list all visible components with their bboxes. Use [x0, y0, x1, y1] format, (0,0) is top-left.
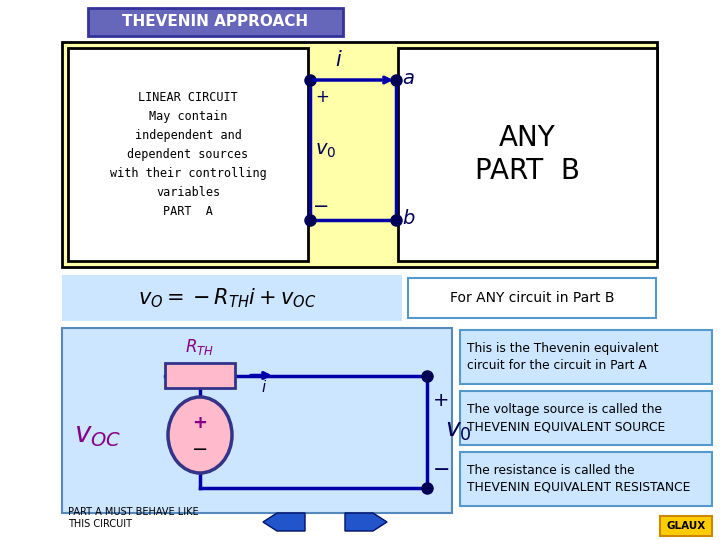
- Bar: [165, 363, 235, 388]
- Text: This is the Thevenin equivalent
circuit for the circuit in Part A: This is the Thevenin equivalent circuit …: [467, 342, 659, 372]
- Text: $v_0$: $v_0$: [315, 141, 336, 160]
- Text: $a$: $a$: [402, 69, 415, 88]
- Text: THEVENIN APPROACH: THEVENIN APPROACH: [122, 15, 309, 30]
- Text: GLAUX: GLAUX: [667, 521, 706, 531]
- Text: ANY
PART  B: ANY PART B: [475, 124, 580, 185]
- Bar: [62, 328, 452, 513]
- Bar: [398, 48, 657, 261]
- Text: The voltage source is called the
THEVENIN EQUIVALENT SOURCE: The voltage source is called the THEVENI…: [467, 403, 665, 433]
- FancyArrow shape: [345, 513, 387, 531]
- Text: $i$: $i$: [335, 50, 343, 70]
- Text: $b$: $b$: [402, 209, 415, 228]
- Text: −: −: [192, 440, 208, 458]
- Bar: [68, 48, 308, 261]
- Text: $v_0$: $v_0$: [445, 419, 472, 443]
- Bar: [88, 8, 343, 36]
- Ellipse shape: [168, 397, 232, 473]
- Text: +: +: [433, 390, 449, 409]
- Bar: [408, 278, 656, 318]
- Text: $R_{TH}$: $R_{TH}$: [186, 337, 215, 357]
- Text: For ANY circuit in Part B: For ANY circuit in Part B: [450, 291, 614, 305]
- Bar: [62, 42, 657, 267]
- Text: +: +: [192, 414, 207, 432]
- Text: −: −: [313, 197, 329, 216]
- Text: PART A MUST BEHAVE LIKE
THIS CIRCUIT: PART A MUST BEHAVE LIKE THIS CIRCUIT: [68, 507, 199, 529]
- Text: +: +: [315, 88, 329, 106]
- Bar: [460, 330, 712, 384]
- Text: The resistance is called the
THEVENIN EQUIVALENT RESISTANCE: The resistance is called the THEVENIN EQ…: [467, 464, 690, 494]
- Bar: [62, 275, 402, 321]
- Bar: [460, 452, 712, 506]
- Text: $v_O = -R_{TH}i + v_{OC}$: $v_O = -R_{TH}i + v_{OC}$: [138, 286, 316, 310]
- Text: i: i: [261, 380, 265, 395]
- Text: −: −: [433, 460, 451, 480]
- Text: $v_{OC}$: $v_{OC}$: [74, 421, 121, 449]
- Bar: [460, 391, 712, 445]
- Text: LINEAR CIRCUIT
May contain
independent and
dependent sources
with their controll: LINEAR CIRCUIT May contain independent a…: [109, 91, 266, 218]
- FancyArrow shape: [263, 513, 305, 531]
- Bar: [660, 516, 712, 536]
